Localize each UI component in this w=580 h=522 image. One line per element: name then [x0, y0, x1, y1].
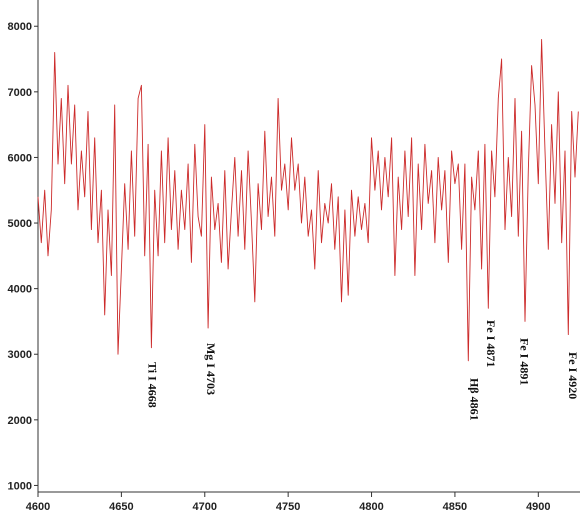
spectral-line-label: Fe I 4920 — [566, 352, 580, 399]
y-tick-label: 5000 — [8, 218, 32, 230]
y-tick-label: 4000 — [8, 284, 32, 296]
spectral-line-label: Fe I 4891 — [518, 338, 532, 385]
x-tick-label: 4600 — [26, 501, 50, 513]
x-tick-label: 4900 — [526, 501, 550, 513]
y-tick-label: 6000 — [8, 152, 32, 164]
spectral-line-label: Fe I 4871 — [484, 320, 498, 367]
series-group — [37, 38, 579, 362]
x-tick-label: 4850 — [443, 501, 467, 513]
y-axis-ticks: 1000 2000 3000 4000 5000 6000 7000 8000 — [8, 21, 38, 492]
spectral-line-label: Mg I 4703 — [204, 343, 218, 395]
y-tick-label: 8000 — [8, 21, 32, 33]
x-tick-label: 4750 — [276, 501, 300, 513]
x-axis-ticks: 4600 4650 4700 4750 4800 4850 4900 — [26, 492, 551, 513]
y-tick-label: 3000 — [8, 349, 32, 361]
spectral-line-label: Hβ 4861 — [468, 378, 482, 421]
x-tick-label: 4800 — [359, 501, 383, 513]
spectrum-line — [37, 38, 579, 362]
x-tick-label: 4650 — [109, 501, 133, 513]
y-tick-label: 1000 — [8, 480, 32, 492]
y-tick-label: 7000 — [8, 87, 32, 99]
spectral-line-label: Ti I 4668 — [146, 362, 160, 408]
y-tick-label: 2000 — [8, 415, 32, 427]
x-tick-label: 4700 — [193, 501, 217, 513]
